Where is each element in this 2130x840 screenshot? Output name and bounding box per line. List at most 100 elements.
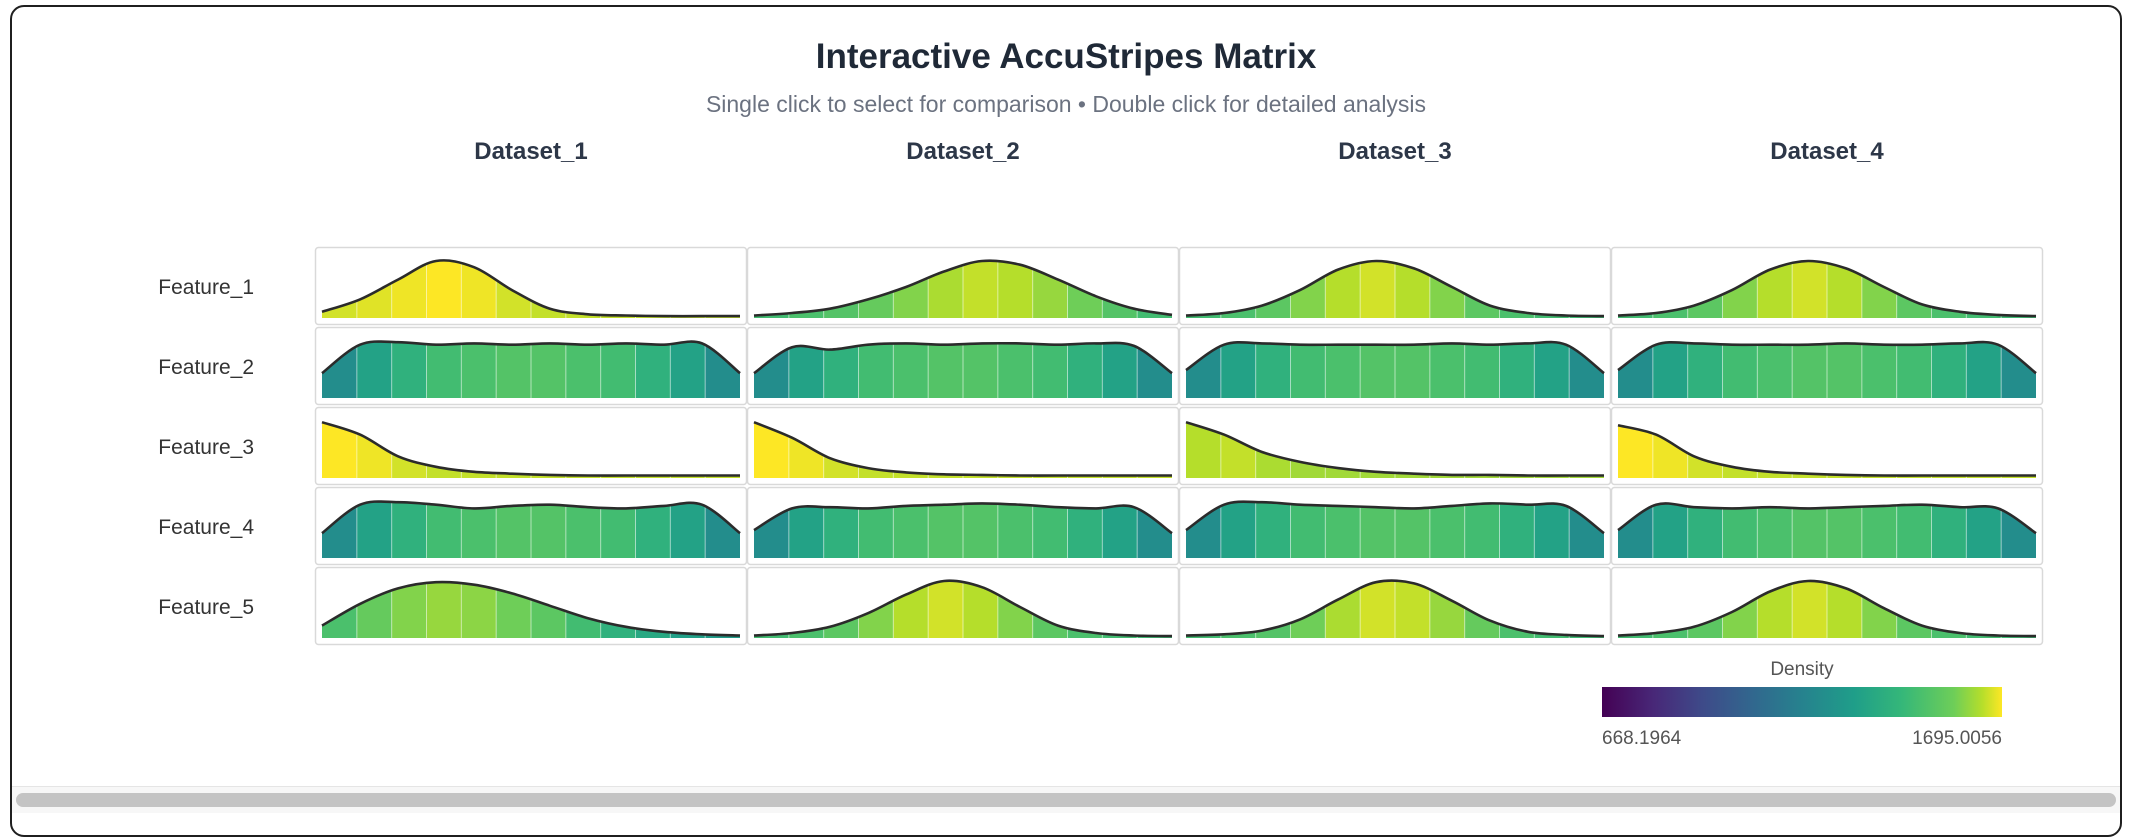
horizontal-scrollbar-thumb[interactable] — [16, 793, 2116, 807]
density-stripe — [1722, 342, 1758, 398]
matrix-cell-feature-1-dataset-2[interactable] — [746, 246, 1180, 326]
density-stripe — [997, 503, 1033, 558]
matrix-cell-feature-5-dataset-4[interactable] — [1610, 566, 2044, 646]
density-stripe — [1896, 342, 1932, 398]
matrix-cell-feature-3-dataset-3[interactable] — [1178, 406, 1612, 486]
density-stripe — [1931, 503, 1967, 558]
density-stripe — [997, 260, 1033, 318]
density-curve — [1617, 579, 2037, 638]
matrix-cell-feature-5-dataset-1[interactable] — [314, 566, 748, 646]
density-stripe — [461, 582, 497, 638]
matrix-cell-feature-4-dataset-3[interactable] — [1178, 486, 1612, 566]
density-stripe — [1395, 501, 1431, 558]
density-stripe — [1792, 503, 1828, 558]
density-stripe — [858, 503, 894, 558]
density-stripe — [1499, 342, 1535, 398]
density-curve — [753, 579, 1173, 638]
density-stripe — [1220, 501, 1256, 558]
density-stripe — [1032, 503, 1068, 558]
density-curve — [321, 259, 740, 318]
matrix-cell-feature-3-dataset-2[interactable] — [746, 406, 1180, 486]
density-stripe — [565, 501, 601, 558]
density-stripe — [461, 501, 497, 558]
density-stripe — [391, 501, 427, 558]
density-stripe — [788, 503, 824, 558]
density-curve — [1617, 424, 2036, 477]
density-curve — [321, 580, 741, 637]
matrix-cell-feature-4-dataset-4[interactable] — [1610, 486, 2044, 566]
row-label-feature-5: Feature_5 — [158, 596, 254, 619]
matrix-cell-feature-3-dataset-4[interactable] — [1610, 406, 2044, 486]
density-stripe — [426, 501, 462, 558]
density-stripe — [1652, 342, 1688, 398]
density-stripe — [1966, 342, 2002, 398]
density-stripe — [823, 342, 859, 398]
density-stripes — [754, 342, 1172, 398]
density-curve — [321, 420, 740, 477]
density-stripe — [1395, 342, 1431, 398]
density-curve — [1185, 259, 1605, 318]
chart-container: Interactive AccuStripes Matrix Single cl… — [10, 5, 2122, 837]
row-label-feature-4: Feature_4 — [158, 516, 254, 539]
density-stripe — [1220, 342, 1256, 398]
column-header-dataset-3: Dataset_3 — [1338, 138, 1451, 165]
density-stripe — [1652, 503, 1688, 558]
density-stripe — [1687, 342, 1723, 398]
row-label-feature-1: Feature_1 — [158, 276, 254, 299]
density-stripe — [356, 341, 392, 398]
matrix-cell-feature-3-dataset-1[interactable] — [314, 406, 748, 486]
density-stripe — [670, 501, 706, 558]
density-curve — [321, 500, 741, 535]
density-stripe — [600, 341, 636, 398]
density-stripes — [1186, 342, 1604, 398]
density-stripe — [1102, 503, 1138, 558]
density-curve — [1617, 340, 2037, 375]
density-curve — [753, 502, 1173, 535]
density-stripe — [1861, 342, 1897, 398]
matrix-cell-feature-1-dataset-1[interactable] — [314, 246, 748, 326]
density-stripe — [1255, 501, 1291, 558]
density-stripe — [635, 501, 671, 558]
density-stripe — [1255, 342, 1291, 398]
density-stripe — [1360, 501, 1396, 558]
density-stripe — [1827, 342, 1863, 398]
density-stripe — [391, 341, 427, 398]
density-stripe — [1067, 342, 1103, 398]
matrix-cell-feature-1-dataset-4[interactable] — [1610, 246, 2044, 326]
density-stripe — [1534, 342, 1570, 398]
matrix-cell-feature-2-dataset-1[interactable] — [314, 326, 748, 406]
matrix-cell-feature-2-dataset-4[interactable] — [1610, 326, 2044, 406]
density-curve — [1185, 500, 1605, 535]
density-stripe — [1499, 501, 1535, 558]
density-stripe — [531, 341, 567, 398]
density-stripe — [1792, 260, 1828, 318]
color-legend: Density 668.1964 1695.0056 — [1602, 659, 2002, 749]
density-stripe — [1325, 501, 1361, 558]
matrix-cell-feature-2-dataset-2[interactable] — [746, 326, 1180, 406]
matrix-cell-feature-5-dataset-3[interactable] — [1178, 566, 1612, 646]
row-label-feature-3: Feature_3 — [158, 436, 254, 459]
matrix-cell-feature-1-dataset-3[interactable] — [1178, 246, 1612, 326]
density-stripe — [1360, 260, 1396, 318]
density-stripe — [963, 260, 999, 318]
density-stripe — [1290, 342, 1326, 398]
density-stripe — [1931, 342, 1967, 398]
density-stripe — [565, 341, 601, 398]
density-stripe — [461, 341, 497, 398]
matrix-cell-feature-4-dataset-1[interactable] — [314, 486, 748, 566]
density-stripe — [893, 342, 929, 398]
density-stripe — [997, 342, 1033, 398]
density-stripe — [426, 260, 462, 318]
density-stripe — [426, 582, 462, 638]
density-stripe — [1757, 503, 1793, 558]
matrix-cell-feature-2-dataset-3[interactable] — [1178, 326, 1612, 406]
density-stripe — [670, 341, 706, 398]
matrix-cell-feature-5-dataset-2[interactable] — [746, 566, 1180, 646]
density-curve — [1617, 259, 2037, 318]
density-stripe — [823, 503, 859, 558]
density-stripe — [928, 342, 964, 398]
matrix-cell-feature-4-dataset-2[interactable] — [746, 486, 1180, 566]
density-curve — [753, 341, 1173, 375]
chart-subtitle: Single click to select for comparison • … — [705, 91, 1427, 117]
density-stripe — [1792, 342, 1828, 398]
